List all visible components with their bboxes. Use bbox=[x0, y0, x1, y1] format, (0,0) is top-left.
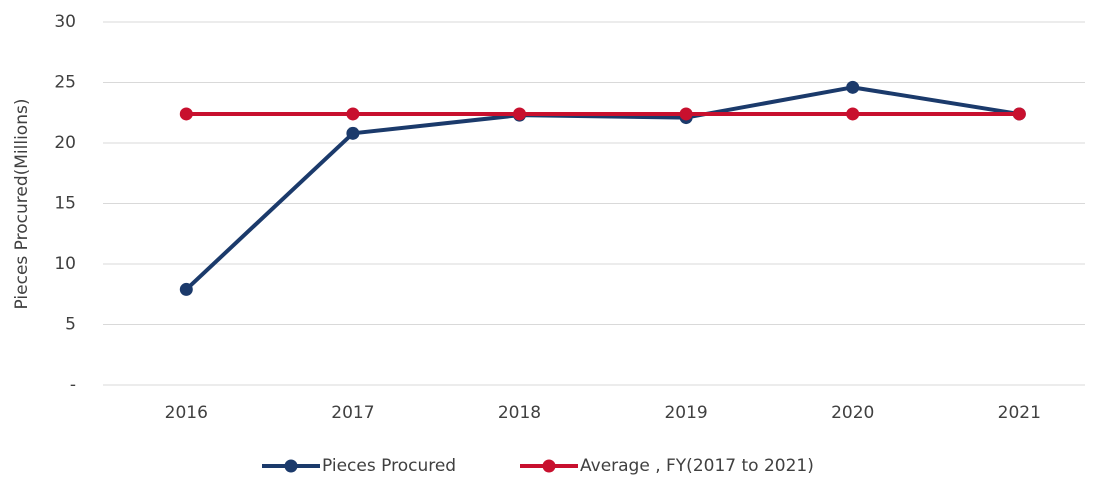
y-tick-label: 15 bbox=[54, 194, 76, 214]
x-tick-label: 2016 bbox=[165, 403, 208, 423]
y-tick-label: 30 bbox=[54, 12, 76, 32]
y-tick-label: 5 bbox=[65, 315, 76, 335]
data-point bbox=[846, 107, 860, 121]
x-tick-label: 2017 bbox=[331, 403, 374, 423]
legend-marker bbox=[284, 459, 298, 473]
data-point bbox=[346, 126, 360, 140]
y-axis-label: Pieces Procured(Millions) bbox=[12, 99, 32, 310]
data-point bbox=[513, 107, 526, 121]
data-point bbox=[179, 282, 193, 296]
data-point bbox=[346, 107, 360, 121]
y-tick-label: 10 bbox=[54, 254, 76, 274]
series-line bbox=[184, 85, 1020, 291]
data-point bbox=[1012, 107, 1026, 121]
x-tick-label: 2020 bbox=[831, 403, 874, 423]
data-point bbox=[846, 80, 860, 94]
data-point bbox=[679, 107, 693, 121]
x-tick-label: 2021 bbox=[998, 403, 1041, 423]
legend-label: Average , FY(2017 to 2021) bbox=[580, 456, 814, 476]
data-point bbox=[179, 107, 193, 121]
y-tick-label: - bbox=[70, 375, 76, 395]
legend-label: Pieces Procured bbox=[322, 456, 456, 476]
y-tick-label: 20 bbox=[54, 133, 76, 153]
legend-marker bbox=[542, 459, 556, 473]
y-tick-label: 25 bbox=[54, 73, 76, 93]
x-tick-label: 2019 bbox=[664, 403, 707, 423]
x-tick-label: 2018 bbox=[498, 403, 541, 423]
